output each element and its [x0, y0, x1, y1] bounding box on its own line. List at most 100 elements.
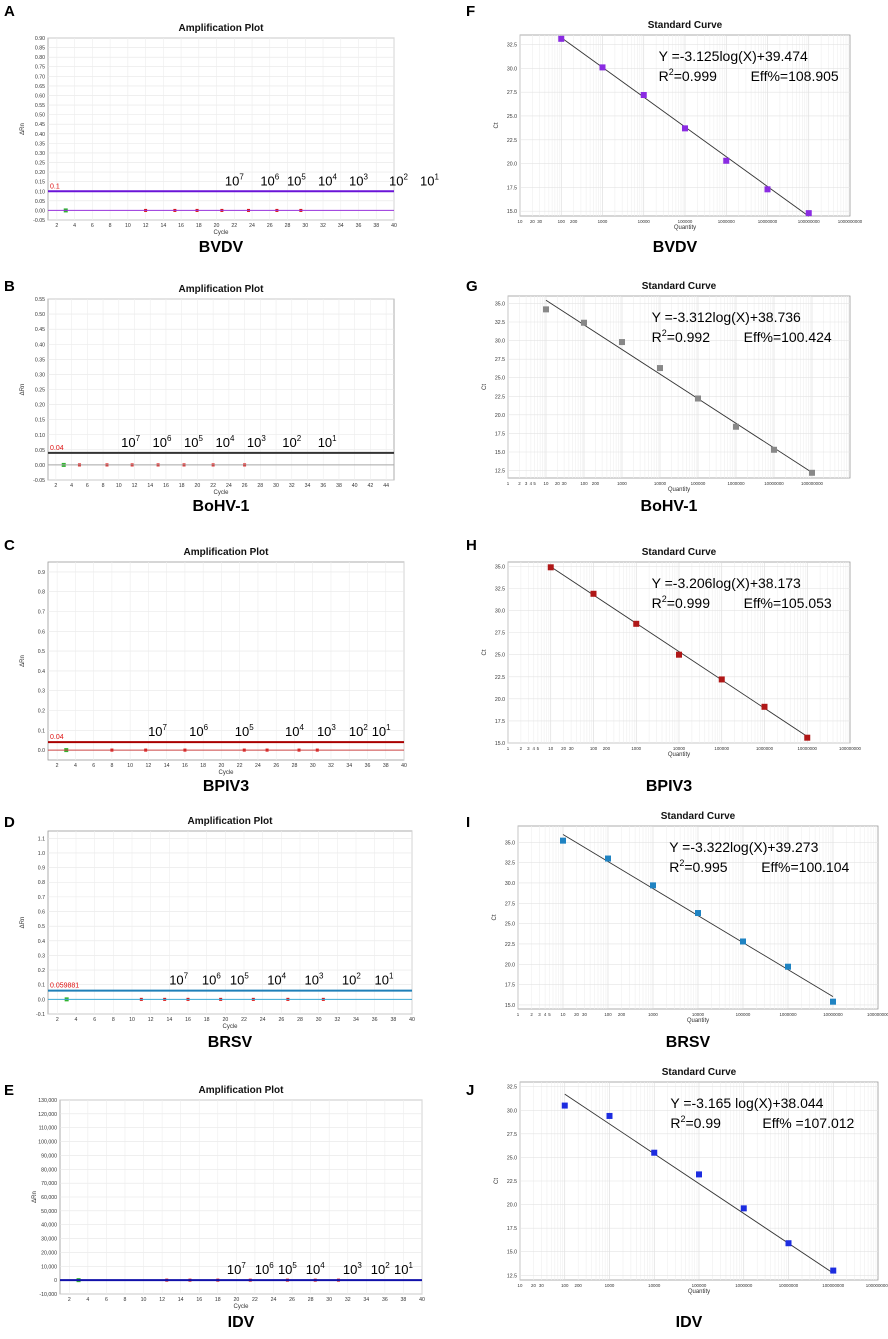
x-tick-label: 26 — [278, 1017, 284, 1023]
x-tick-label: 4 — [73, 223, 76, 229]
y-tick-label: 0.1 — [38, 728, 45, 734]
x-tick-label: 200 — [570, 219, 578, 224]
y-tick-label: 17.5 — [495, 719, 505, 725]
equation-text: Y =-3.206log(X)+38.173 — [652, 575, 801, 591]
r-squared-text: R2=0.995 — [669, 858, 728, 875]
y-tick-label: 0.45 — [35, 327, 45, 333]
y-tick-label: 32.5 — [505, 861, 515, 867]
y-tick-label: 0.15 — [35, 180, 45, 186]
y-tick-label: 0.8 — [38, 880, 45, 886]
x-tick-label: 10 — [561, 1012, 566, 1017]
x-tick-label: 6 — [92, 763, 95, 769]
y-tick-label: 30.0 — [495, 339, 505, 345]
dilution-label: 107 — [169, 972, 188, 988]
y-tick-label: 27.5 — [505, 901, 515, 907]
x-tick-label: 28 — [292, 763, 298, 769]
y-tick-label: 15.0 — [495, 450, 505, 456]
y-tick-label: 0.5 — [38, 924, 45, 930]
x-axis-label: Quantity — [687, 1018, 709, 1024]
y-tick-label: 0.0 — [38, 997, 45, 1003]
panel-letter: E — [4, 1082, 14, 1099]
x-tick-label: 3 — [527, 746, 530, 751]
y-tick-label: 0.5 — [38, 649, 45, 655]
x-tick-label: 40 — [409, 1017, 415, 1023]
y-tick-label: 0.35 — [35, 357, 45, 363]
x-tick-label: 100000000 — [867, 1012, 888, 1017]
x-tick-label: 28 — [285, 223, 291, 229]
y-tick-label: 25.0 — [495, 376, 505, 382]
x-tick-label: 10000 — [648, 1283, 661, 1288]
data-point — [723, 157, 730, 164]
x-axis-label: Quantity — [688, 1289, 710, 1295]
x-tick-label: 8 — [109, 223, 112, 229]
x-tick-label: 4 — [75, 1017, 78, 1023]
x-tick-label: 34 — [353, 1017, 359, 1023]
y-axis-label: Ct — [492, 914, 498, 920]
x-tick-label: 12 — [143, 223, 149, 229]
x-tick-label: 20 — [222, 1017, 228, 1023]
panel-caption: BoHV-1 — [641, 498, 698, 515]
y-tick-label: 25.0 — [507, 1155, 517, 1161]
x-tick-label: 6 — [91, 223, 94, 229]
standard-curve-F: F Standard Curve 15.0 17.5 20.0 22.5 25.0 27.5 3… — [466, 3, 863, 256]
data-point — [830, 1267, 837, 1274]
x-tick-label: 32 — [334, 1017, 340, 1023]
data-point — [558, 35, 565, 42]
x-axis-label: Cycle — [218, 770, 234, 776]
x-tick-label: 28 — [257, 483, 263, 489]
x-tick-label: 5 — [548, 1012, 551, 1017]
y-tick-label: 25.0 — [507, 114, 517, 120]
panel-letter: I — [466, 814, 470, 831]
plot-frame — [47, 37, 395, 221]
curve-group — [48, 748, 404, 753]
y-tick-label: 0.3 — [38, 689, 45, 695]
x-tick-label: 10000000 — [823, 1012, 843, 1017]
x-axis-label: Quantity — [668, 752, 690, 758]
x-tick-label: 1 — [517, 1012, 520, 1017]
dilution-label: 105 — [287, 172, 306, 188]
y-tick-label: -0.05 — [33, 218, 45, 224]
x-tick-label: 30 — [310, 763, 316, 769]
y-tick-label: 22.5 — [507, 1179, 517, 1185]
x-tick-label: 4 — [70, 483, 73, 489]
plot-title: Standard Curve — [648, 20, 723, 31]
y-tick-label: 130,000 — [38, 1098, 57, 1104]
x-axis-label: Cycle — [213, 490, 229, 496]
x-tick-label: 30 — [302, 223, 308, 229]
data-point — [581, 319, 587, 326]
y-tick-label: 0.4 — [38, 669, 45, 675]
x-tick-label: 10 — [544, 481, 549, 486]
x-tick-label: 2 — [518, 481, 521, 486]
x-tick-label: 1000 — [598, 219, 608, 224]
y-tick-label: 0.25 — [35, 161, 45, 167]
x-tick-label: 10 — [518, 1283, 523, 1288]
x-tick-label: 1000 — [631, 746, 641, 751]
y-tick-label: -0.1 — [36, 1012, 45, 1018]
dilution-label: 102 — [371, 1261, 390, 1277]
x-tick-label: 10000000 — [797, 746, 817, 751]
x-tick-label: 26 — [289, 1297, 295, 1303]
x-tick-label: 100 — [558, 219, 566, 224]
y-tick-label: 50,000 — [41, 1209, 57, 1215]
panel-letter: B — [4, 278, 15, 295]
y-tick-label: 32.5 — [507, 43, 517, 49]
y-tick-label: 17.5 — [507, 185, 517, 191]
y-tick-label: 0.85 — [35, 46, 45, 52]
dilution-label: 101 — [318, 434, 337, 450]
x-tick-label: 4 — [86, 1297, 89, 1303]
dilution-label: 102 — [342, 972, 361, 988]
y-tick-label: 0.45 — [35, 122, 45, 128]
x-tick-label: 10000000 — [758, 219, 778, 224]
x-tick-label: 1000000 — [718, 219, 736, 224]
x-tick-label: 20 — [574, 1012, 579, 1017]
y-axis-label: Ct — [494, 122, 500, 128]
data-point — [733, 423, 739, 430]
x-tick-label: 4 — [533, 746, 536, 751]
x-tick-label: 22 — [210, 483, 216, 489]
x-tick-label: 20 — [219, 763, 225, 769]
y-tick-label: 25.0 — [505, 922, 515, 928]
dilution-label: 106 — [260, 172, 279, 188]
data-point — [640, 92, 647, 99]
y-tick-label: 0.0 — [38, 748, 45, 754]
y-tick-label: 0.05 — [35, 448, 45, 454]
